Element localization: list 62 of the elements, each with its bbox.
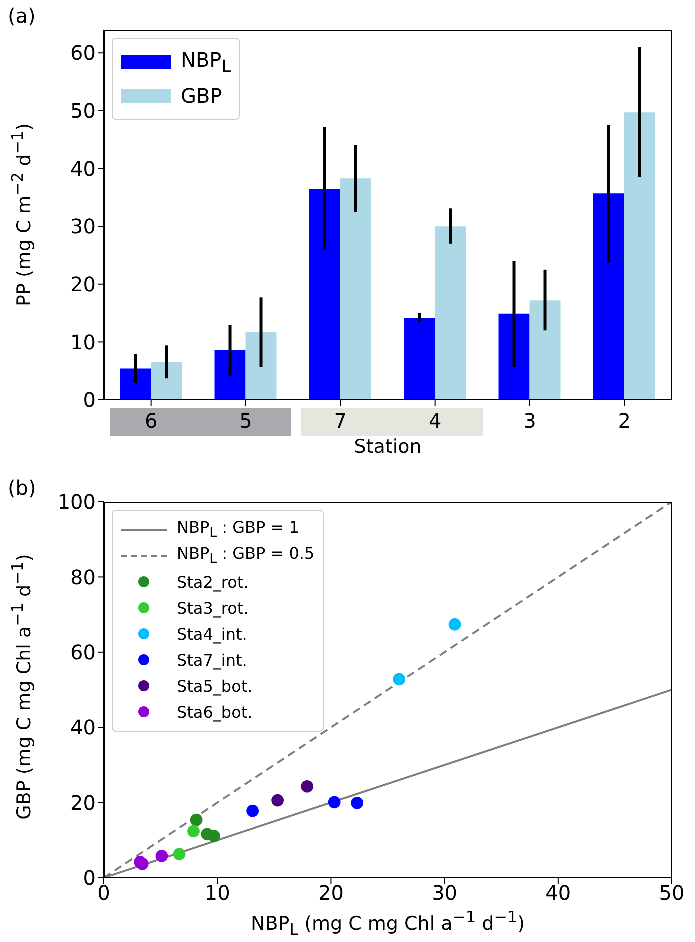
point — [301, 780, 314, 793]
x-tick-label: 50 — [659, 881, 685, 906]
y-tick-label: 20 — [70, 272, 96, 296]
y-tick-label: 60 — [70, 41, 96, 66]
x-tick-label: 5 — [240, 409, 252, 434]
legend-label: Sta3_rot. — [177, 598, 249, 618]
legend-label: Sta2_rot. — [177, 572, 249, 592]
bar — [593, 194, 624, 400]
y-tick-label: 40 — [70, 716, 96, 740]
y-tick-label: 0 — [83, 866, 96, 890]
bar — [246, 332, 277, 400]
x-tick-label: 3 — [524, 409, 536, 434]
legend-label: NBP$_{L}$ — [181, 48, 232, 76]
x-axis-title: Station — [354, 436, 422, 458]
point — [448, 618, 462, 631]
legend-label: NBP$_{L}$ : GBP = 0.5 — [177, 544, 315, 568]
point — [351, 797, 364, 810]
x-tick-label: 10 — [204, 881, 230, 906]
bar — [120, 368, 152, 400]
chart-title: (a) — [8, 4, 36, 28]
bar — [404, 318, 436, 400]
point — [188, 825, 200, 838]
x-axis-title: NBP$_{L}$ (mg C mg Chl a$^{−1}$ d$^{−1}$) — [250, 908, 525, 940]
x-tick-label: 2 — [618, 409, 632, 434]
bar — [624, 112, 656, 400]
bar — [498, 314, 530, 400]
chart-title: (b) — [8, 476, 36, 500]
x-tick-label: 20 — [318, 881, 344, 906]
y-tick-label: 40 — [70, 156, 96, 181]
y-tick-label: 0 — [83, 388, 96, 412]
x-tick-label: 30 — [432, 881, 458, 906]
x-tick-label: 4 — [428, 409, 442, 434]
y-tick-label: 50 — [70, 99, 96, 124]
legend-label: NBP$_{L}$ : GBP = 1 — [177, 518, 300, 542]
point — [328, 796, 341, 809]
x-tick-label: 6 — [144, 409, 158, 434]
y-tick-label: 60 — [70, 640, 96, 664]
x-tick-label: 7 — [334, 409, 348, 434]
legend-label: Sta5_bot. — [177, 676, 253, 696]
bar — [435, 226, 466, 400]
bar — [214, 350, 246, 400]
point — [208, 830, 220, 842]
bar — [309, 188, 340, 400]
point — [156, 850, 168, 862]
y-tick-label: 30 — [70, 214, 96, 239]
bar — [340, 178, 372, 400]
y-tick-label: 80 — [70, 565, 96, 590]
point — [173, 848, 186, 860]
bar — [151, 362, 182, 400]
legend-label: Sta6_bot. — [177, 702, 253, 722]
point — [190, 814, 203, 826]
y-tick-label: 100 — [58, 490, 96, 514]
x-tick-label: 40 — [546, 881, 572, 906]
legend-label: Sta4_int. — [177, 624, 248, 644]
point — [393, 673, 406, 686]
point — [272, 794, 284, 807]
legend-label: Sta7_int. — [177, 650, 248, 670]
bar — [530, 300, 561, 400]
y-tick-label: 20 — [70, 790, 96, 815]
point — [246, 804, 259, 818]
legend-label: GBP — [181, 84, 222, 108]
y-tick-label: 10 — [70, 330, 96, 354]
